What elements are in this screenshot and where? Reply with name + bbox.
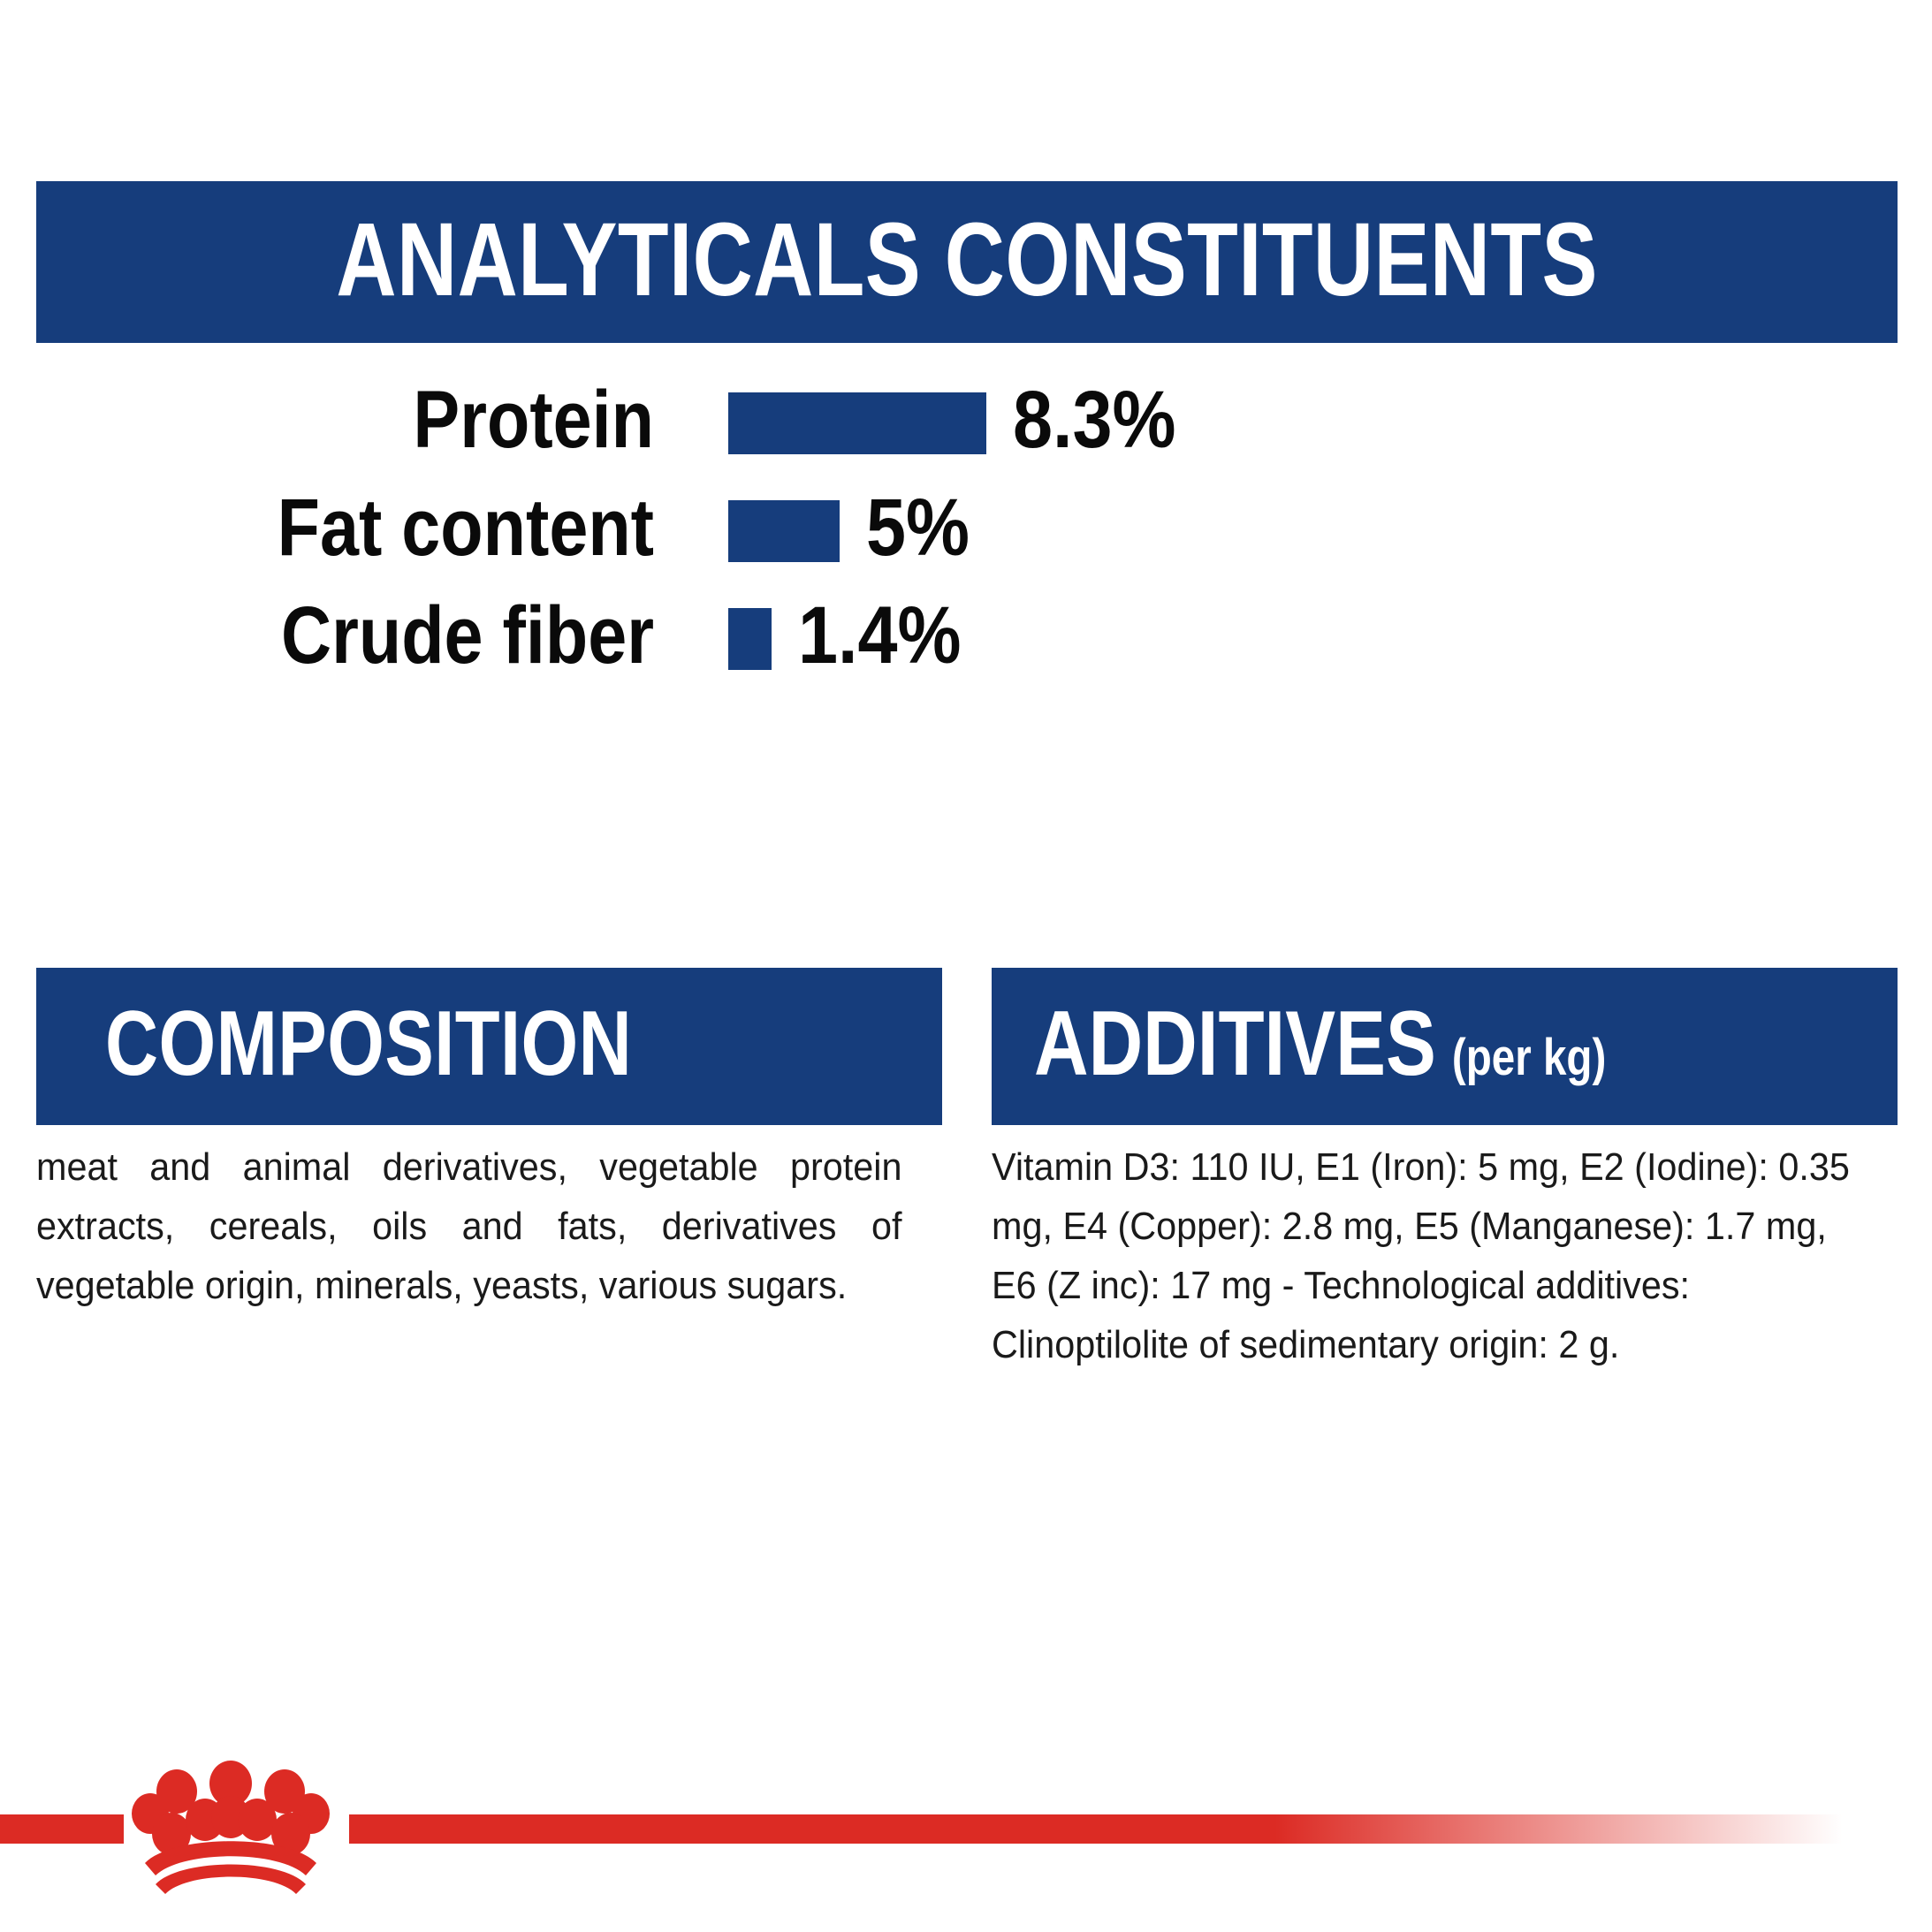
nutrition-bar-wrap-crude-fiber: 1.4% <box>728 595 984 683</box>
nutrition-bar-crude-fiber <box>728 608 772 670</box>
composition-body-text: meat and animal derivatives, vegetable p… <box>36 1145 902 1307</box>
nutrition-bar-fat-content <box>728 500 840 562</box>
nutrition-value-fat-content: 5% <box>866 483 970 573</box>
nutrition-bar-wrap-protein: 8.3% <box>728 379 1198 468</box>
additives-title: ADDITIVES <box>1034 993 1436 1095</box>
nutrition-bar-protein <box>728 392 986 454</box>
nutrition-value-crude-fiber: 1.4% <box>798 590 962 681</box>
nutrition-bar-wrap-fat-content: 5% <box>728 487 984 575</box>
additives-body-text: Vitamin D3: 110 IU, E1 (Iron): 5 mg, E2 … <box>992 1145 1850 1366</box>
footer-rule-left <box>0 1814 124 1844</box>
additives-title-group: ADDITIVES (per kg) <box>1034 998 1606 1095</box>
footer <box>0 1732 1932 1932</box>
nutrition-value-protein: 8.3% <box>1013 375 1176 465</box>
nutrition-row-protein: Protein 8.3% <box>0 369 1237 477</box>
nutrition-row-fat-content: Fat content 5% <box>0 477 1237 585</box>
nutrition-label-crude-fiber: Crude fiber <box>280 590 654 681</box>
footer-rule-right <box>349 1814 1843 1844</box>
nutrition-label-protein: Protein <box>413 375 654 465</box>
royal-canin-crown-logo <box>132 1761 330 1894</box>
composition-title: COMPOSITION <box>105 993 633 1095</box>
composition-header: COMPOSITION <box>36 968 942 1125</box>
additives-per-kg-label: (per kg) <box>1451 1029 1607 1086</box>
analytical-constituents-chart: Protein 8.3% Fat content 5% Crude fiber … <box>0 369 1237 693</box>
analyticals-constituents-title: ANALYTICALS CONSTITUENTS <box>336 201 1598 318</box>
nutrition-row-crude-fiber: Crude fiber 1.4% <box>0 585 1237 693</box>
analyticals-constituents-header: ANALYTICALS CONSTITUENTS <box>36 181 1898 343</box>
additives-header: ADDITIVES (per kg) <box>992 968 1898 1125</box>
nutrition-label-fat-content: Fat content <box>277 483 654 573</box>
